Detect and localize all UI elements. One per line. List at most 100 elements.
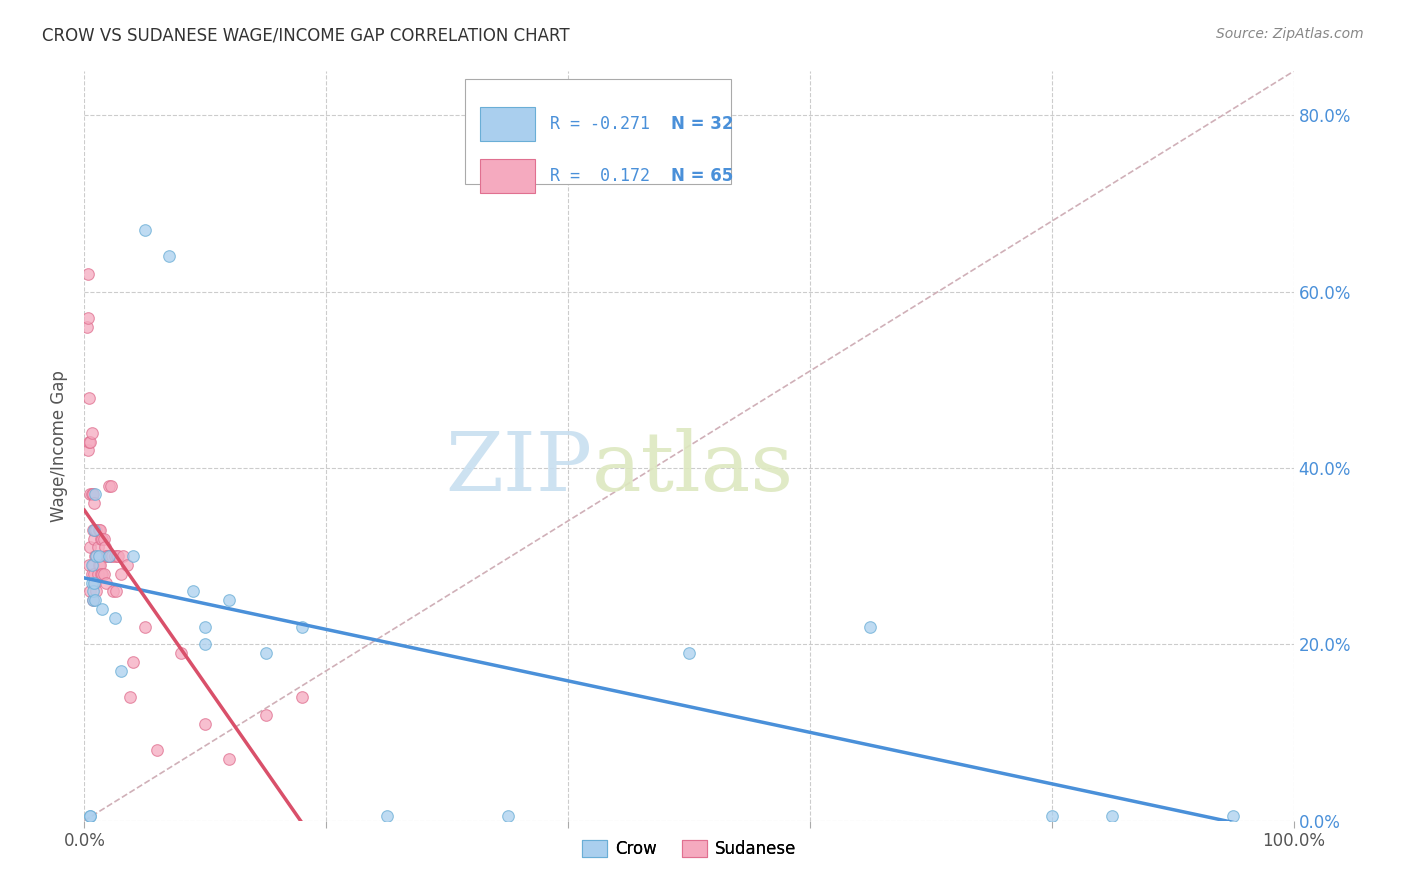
Point: [134, 223, 156, 237]
Point: [86, 549, 108, 564]
Point: [93, 566, 115, 581]
Point: [678, 646, 700, 660]
Point: [80, 558, 103, 572]
Point: [82, 558, 104, 572]
Point: [82, 593, 104, 607]
Point: [79, 434, 101, 449]
Point: [77, 391, 100, 405]
Point: [83, 532, 105, 546]
Point: [112, 549, 135, 564]
Point: [103, 584, 125, 599]
Point: [91, 602, 114, 616]
Point: [82, 584, 104, 599]
Y-axis label: Wage/Income Gap: Wage/Income Gap: [51, 370, 69, 522]
Point: [98, 549, 121, 564]
Point: [181, 584, 204, 599]
Point: [104, 584, 127, 599]
Point: [84, 549, 107, 564]
Point: [84, 575, 107, 590]
Point: [104, 549, 127, 564]
Point: [170, 646, 193, 660]
Point: [89, 558, 111, 572]
Text: R =  0.172: R = 0.172: [550, 168, 650, 186]
Point: [218, 752, 240, 766]
Point: [76, 320, 98, 334]
Point: [121, 655, 143, 669]
Point: [80, 487, 103, 501]
Point: [90, 566, 112, 581]
Point: [94, 549, 117, 564]
Point: [1222, 809, 1244, 823]
Point: [105, 549, 128, 564]
Point: [84, 523, 107, 537]
Point: [254, 707, 277, 722]
Point: [94, 541, 117, 555]
Point: [375, 809, 398, 823]
Point: [79, 584, 101, 599]
Point: [77, 558, 100, 572]
Point: [79, 809, 101, 823]
Point: [121, 549, 143, 564]
Point: [84, 593, 107, 607]
Point: [291, 690, 314, 705]
Point: [86, 584, 108, 599]
Point: [146, 743, 169, 757]
Point: [79, 809, 101, 823]
Point: [107, 549, 129, 564]
Text: N = 32: N = 32: [671, 115, 734, 133]
Point: [87, 558, 110, 572]
Text: atlas: atlas: [592, 428, 794, 508]
Point: [157, 250, 180, 264]
Point: [1101, 809, 1123, 823]
FancyBboxPatch shape: [465, 78, 731, 184]
Point: [93, 532, 115, 546]
Point: [89, 523, 111, 537]
Point: [86, 566, 108, 581]
FancyBboxPatch shape: [479, 106, 536, 141]
Point: [97, 549, 120, 564]
Point: [110, 566, 132, 581]
Point: [77, 443, 100, 458]
Point: [80, 575, 103, 590]
Point: [84, 487, 107, 501]
Point: [79, 487, 101, 501]
Point: [91, 566, 114, 581]
Point: [218, 593, 240, 607]
Point: [87, 549, 110, 564]
Point: [82, 523, 104, 537]
Point: [104, 611, 127, 625]
Point: [120, 690, 142, 705]
Point: [80, 425, 103, 440]
Point: [77, 267, 100, 281]
Point: [100, 478, 122, 492]
Point: [86, 523, 108, 537]
Point: [91, 532, 114, 546]
Point: [83, 496, 105, 510]
Point: [87, 523, 110, 537]
Point: [496, 809, 519, 823]
Text: N = 65: N = 65: [671, 168, 733, 186]
Point: [97, 478, 120, 492]
Point: [94, 575, 117, 590]
Point: [83, 566, 105, 581]
Point: [134, 620, 156, 634]
Point: [86, 549, 108, 564]
Text: Source: ZipAtlas.com: Source: ZipAtlas.com: [1216, 27, 1364, 41]
Text: R = -0.271: R = -0.271: [550, 115, 650, 133]
Point: [79, 541, 101, 555]
Point: [86, 541, 108, 555]
Point: [77, 434, 100, 449]
Point: [77, 311, 100, 326]
Point: [97, 549, 120, 564]
Point: [194, 637, 217, 651]
Point: [82, 487, 104, 501]
Point: [254, 646, 277, 660]
Point: [115, 558, 138, 572]
Legend: Crow, Sudanese: Crow, Sudanese: [575, 833, 803, 864]
Point: [82, 593, 104, 607]
Point: [859, 620, 882, 634]
Point: [291, 620, 314, 634]
Point: [83, 523, 105, 537]
Point: [80, 566, 103, 581]
Point: [90, 532, 112, 546]
